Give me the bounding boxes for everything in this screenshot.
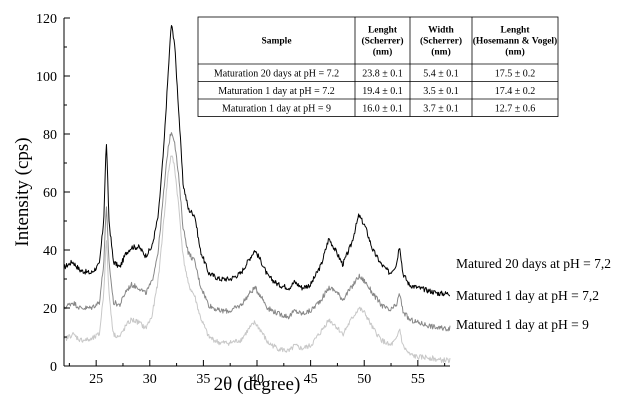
axes: 25 30 35 40 45 50 55 0 20 40 60 80 100 120 2θ (degree)… xyxy=(12,12,450,395)
legend-label-2: Matured 1 day at pH = 7,2 xyxy=(456,288,599,303)
table-frame xyxy=(197,16,559,117)
table-header-cell: (nm) xyxy=(431,47,451,58)
x-tick-label-40: 40 xyxy=(250,372,264,387)
table-header-cell: Lenght xyxy=(500,26,530,36)
legend: Matured 20 days at pH = 7,2 Matured 1 day… xyxy=(456,256,611,332)
table-cell: Maturation 20 days at pH = 7.2 xyxy=(214,68,339,79)
y-tick-label-40: 40 xyxy=(43,244,57,259)
y-tick-label-100: 100 xyxy=(36,70,57,85)
x-tick-label-35: 35 xyxy=(196,372,210,387)
series-line-3 xyxy=(63,155,451,364)
x-axis-title: 2θ (degree) xyxy=(214,374,301,395)
table-header-cell: Lenght xyxy=(368,26,398,36)
table-cell: 19.4 ± 0.1 xyxy=(362,86,403,97)
x-tick-label-25: 25 xyxy=(89,372,103,387)
table-cell: 3.5 ± 0.1 xyxy=(423,86,459,97)
results-table: SampleLenght(Scherrer)(nm)Width(Scherrer… xyxy=(197,16,559,117)
series-layer xyxy=(63,25,451,364)
y-tick-label-60: 60 xyxy=(43,186,57,201)
x-tick-label-55: 55 xyxy=(411,372,425,387)
table-cell: Maturation 1 day at pH = 7.2 xyxy=(218,86,334,97)
series-line-1 xyxy=(63,25,451,297)
series-line-2 xyxy=(63,132,451,332)
table-header-cell: Sample xyxy=(261,37,291,47)
table-header-cell: (nm) xyxy=(505,47,525,58)
table-cell: 5.4 ± 0.1 xyxy=(423,68,459,79)
table-header-cell: (Scherrer) xyxy=(361,36,403,47)
table-cell: 17.4 ± 0.2 xyxy=(495,86,536,97)
table-cell: 12.7 ± 0.6 xyxy=(495,103,536,114)
table-cell: 17.5 ± 0.2 xyxy=(495,68,536,79)
y-tick-label-20: 20 xyxy=(43,302,57,317)
table-cell: 16.0 ± 0.1 xyxy=(362,103,403,114)
x-tick-label-50: 50 xyxy=(357,372,371,387)
x-tick-label-30: 30 xyxy=(143,372,157,387)
legend-label-1: Matured 20 days at pH = 7,2 xyxy=(456,256,611,271)
table-header-cell: (Scherrer) xyxy=(420,36,462,47)
table-header-cell: (nm) xyxy=(373,47,393,58)
table-cell: 3.7 ± 0.1 xyxy=(423,103,459,114)
table-cell: 23.8 ± 0.1 xyxy=(362,68,403,79)
y-tick-label-0: 0 xyxy=(50,360,57,375)
legend-label-3: Matured 1 day at pH = 9 xyxy=(456,317,589,332)
table-header-cell: (Hosemann & Vogel) xyxy=(473,36,557,47)
y-axis-title: Intensity (cps) xyxy=(12,137,33,246)
y-tick-label-80: 80 xyxy=(43,128,57,143)
table-header-cell: Width xyxy=(428,26,454,36)
x-tick-label-45: 45 xyxy=(304,372,318,387)
y-tick-label-120: 120 xyxy=(36,12,57,27)
table-cell: Maturation 1 day at pH = 9 xyxy=(222,103,331,114)
